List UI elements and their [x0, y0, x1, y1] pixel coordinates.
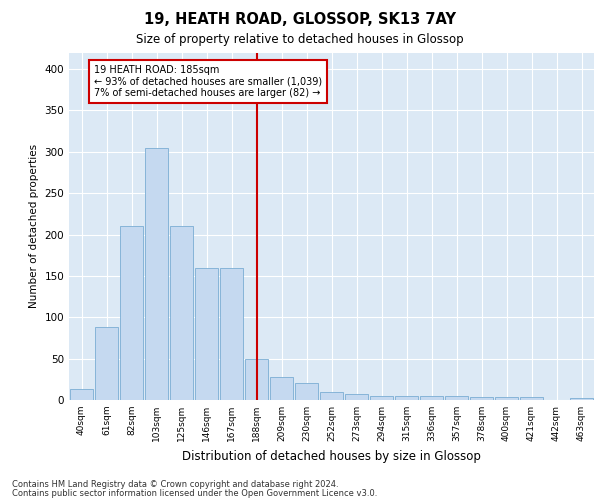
Text: Contains HM Land Registry data © Crown copyright and database right 2024.: Contains HM Land Registry data © Crown c… [12, 480, 338, 489]
Bar [170, 226, 193, 400]
Bar [245, 358, 268, 400]
Bar [520, 396, 543, 400]
Bar [195, 268, 218, 400]
Bar [70, 389, 93, 400]
Bar [345, 394, 368, 400]
Bar [470, 396, 493, 400]
Text: 19, HEATH ROAD, GLOSSOP, SK13 7AY: 19, HEATH ROAD, GLOSSOP, SK13 7AY [144, 12, 456, 28]
Bar [295, 384, 318, 400]
Bar [370, 396, 393, 400]
Text: Size of property relative to detached houses in Glossop: Size of property relative to detached ho… [136, 32, 464, 46]
Bar [120, 226, 143, 400]
Bar [570, 398, 593, 400]
Text: Contains public sector information licensed under the Open Government Licence v3: Contains public sector information licen… [12, 488, 377, 498]
Bar [145, 148, 168, 400]
Bar [95, 327, 118, 400]
Text: 19 HEATH ROAD: 185sqm
← 93% of detached houses are smaller (1,039)
7% of semi-de: 19 HEATH ROAD: 185sqm ← 93% of detached … [94, 65, 322, 98]
Bar [220, 268, 243, 400]
X-axis label: Distribution of detached houses by size in Glossop: Distribution of detached houses by size … [182, 450, 481, 462]
Bar [495, 396, 518, 400]
Bar [420, 396, 443, 400]
Bar [395, 396, 418, 400]
Y-axis label: Number of detached properties: Number of detached properties [29, 144, 39, 308]
Bar [320, 392, 343, 400]
Bar [445, 396, 468, 400]
Bar [270, 377, 293, 400]
